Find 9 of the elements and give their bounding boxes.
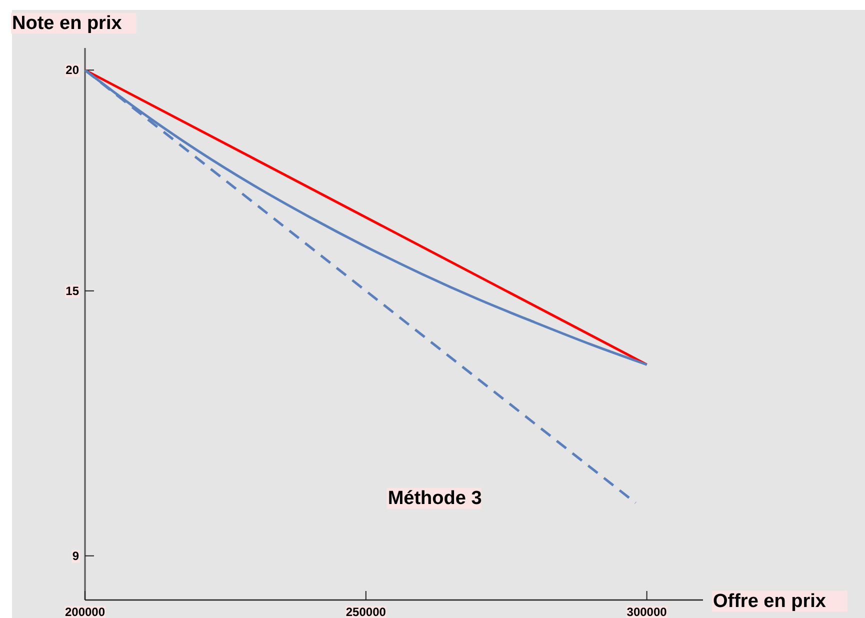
y-tick-label: 15 xyxy=(66,284,80,298)
x-tick-label: 250000 xyxy=(346,605,386,618)
y-tick-label: 20 xyxy=(66,63,80,78)
x-axis-title: Offre en prix xyxy=(713,591,826,612)
x-tick-label: 200000 xyxy=(64,605,106,618)
y-axis-title: Note en prix xyxy=(12,13,122,34)
x-tick-label: 300000 xyxy=(626,605,668,618)
y-tick-label: 9 xyxy=(72,548,80,563)
annotation: Méthode 3 xyxy=(388,488,482,509)
